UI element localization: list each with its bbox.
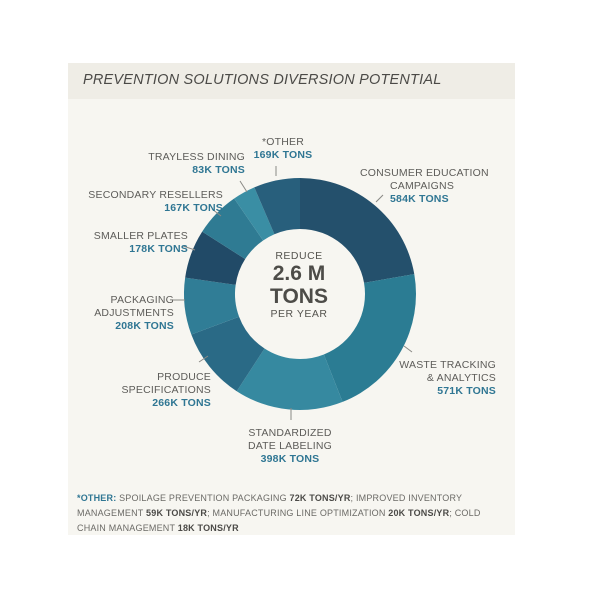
label-produce-specifications: PRODUCE SPECIFICATIONS 266K TONS: [121, 371, 211, 409]
footnote-value-4: 18K TONS/YR: [177, 523, 239, 533]
chart-title: PREVENTION SOLUTIONS DIVERSION POTENTIAL: [83, 72, 442, 88]
footnote-value-3: 20K TONS/YR: [388, 508, 450, 518]
center-top-text: REDUCE: [275, 250, 323, 262]
footnote-text-3: ; MANUFACTURING LINE OPTIMIZATION: [207, 508, 389, 518]
slice-standardized-date-labeling: [236, 348, 343, 410]
slice-smaller-plates: [185, 231, 246, 285]
center-unit: TONS: [270, 285, 328, 308]
slice-waste-tracking-analytics: [323, 274, 416, 402]
footnote: *OTHER: SPOILAGE PREVENTION PACKAGING 72…: [77, 491, 507, 536]
footnote-text-2: ; IMPROVED INVENTORY MANAGEMENT: [77, 493, 463, 518]
label-date-labeling: STANDARDIZED DATE LABELING 398K TONS: [247, 427, 333, 465]
label-trayless-dining: TRAYLESS DINING 83K TONS: [148, 151, 245, 176]
label-other: *OTHER 169K TONS: [253, 136, 313, 161]
leader-line: [375, 194, 384, 203]
leader-line: [198, 355, 209, 363]
leader-line: [239, 180, 248, 193]
center-bottom-text: PER YEAR: [270, 308, 328, 320]
footnote-head: *OTHER:: [77, 493, 117, 503]
label-consumer-education: CONSUMER EDUCATION CAMPAIGNS 584K TONS: [360, 167, 489, 205]
infographic-card: PREVENTION SOLUTIONS DIVERSION POTENTIAL: [68, 63, 515, 535]
footnote-text-4: ; COLD CHAIN MANAGEMENT: [77, 508, 481, 533]
center-summary: REDUCE 2.6 M TONS PER YEAR: [229, 250, 369, 320]
label-smaller-plates: SMALLER PLATES 178K TONS: [93, 230, 188, 255]
footnote-value-2: 59K TONS/YR: [146, 508, 208, 518]
footnote-value-1: 72K TONS/YR: [289, 493, 351, 503]
slice-trayless-dining: [234, 187, 275, 241]
slice-other: [254, 178, 300, 235]
leader-line: [211, 208, 222, 217]
footnote-text-1: SPOILAGE PREVENTION PACKAGING: [116, 493, 290, 503]
label-secondary-resellers: SECONDARY RESELLERS 167K TONS: [88, 189, 223, 214]
slice-produce-specifications: [191, 316, 265, 392]
label-waste-tracking: WASTE TRACKING & ANALYTICS 571K TONS: [399, 359, 496, 397]
slice-consumer-education-campaigns: [300, 178, 415, 283]
leader-line: [182, 245, 196, 251]
slice-packaging-adjustments: [183, 277, 240, 335]
label-packaging-adjustments: PACKAGING ADJUSTMENTS 208K TONS: [94, 294, 174, 332]
center-value: 2.6 M: [272, 262, 326, 285]
title-bar: PREVENTION SOLUTIONS DIVERSION POTENTIAL: [68, 63, 515, 99]
leader-line: [403, 345, 413, 353]
